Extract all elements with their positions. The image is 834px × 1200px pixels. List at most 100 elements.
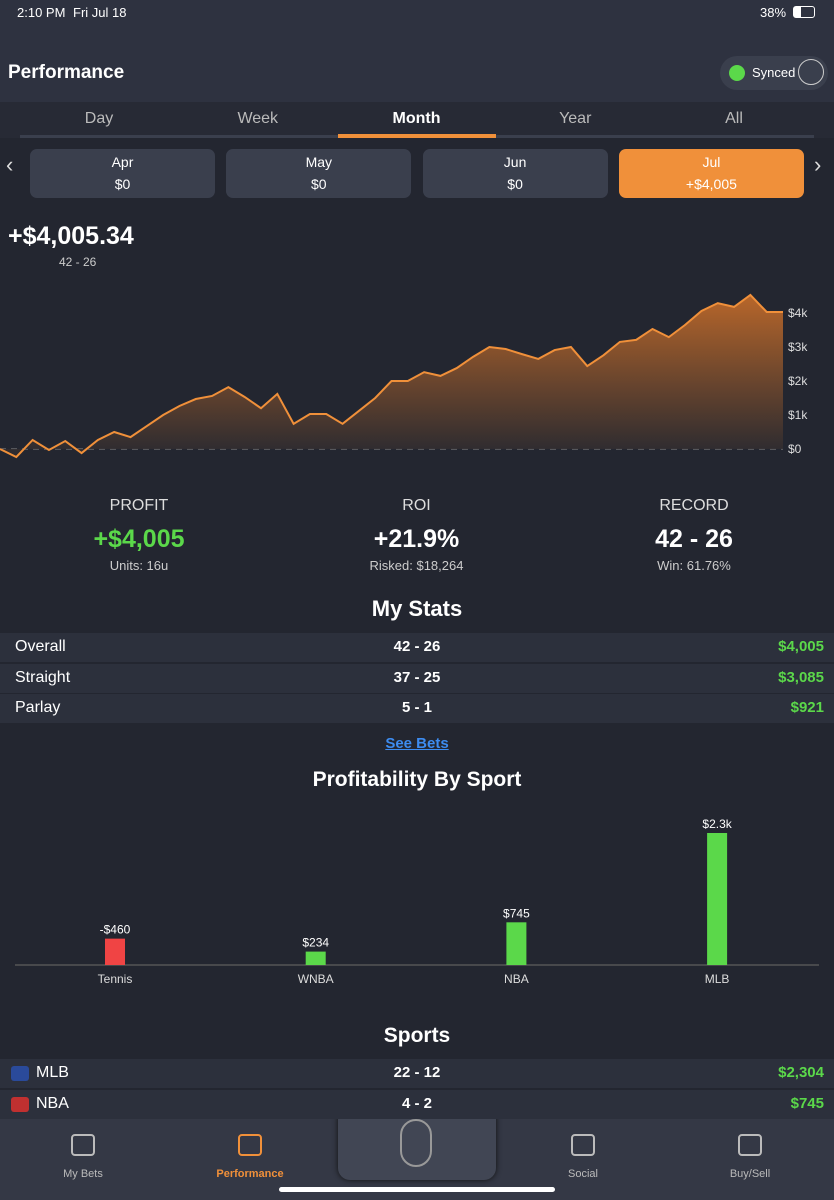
nav-label[interactable]: Performance [216, 1168, 284, 1180]
profit-chart: $0 $1k $2k $3k $4k [0, 293, 808, 459]
tab[interactable]: All [725, 110, 743, 127]
status-time: 2:10 PM [17, 5, 66, 20]
summary-sub: Units: 16u [109, 558, 169, 573]
x-tick-label: MLB [705, 972, 730, 986]
row-amount: $4,005 [778, 638, 824, 655]
status-date: Fri Jul 18 [73, 5, 127, 20]
bar-value-label: -$460 [100, 923, 131, 937]
bar-value-label: $234 [302, 936, 329, 950]
row-bg [0, 633, 834, 662]
row-amount: $2,304 [778, 1064, 824, 1081]
row-bg [0, 1059, 834, 1088]
row-amount: $3,085 [778, 668, 824, 686]
home-indicator [279, 1187, 555, 1192]
battery-level: 38% [760, 5, 787, 20]
nav-icon[interactable] [71, 1134, 95, 1156]
month-value: $0 [507, 176, 523, 192]
y-tick-label: $1k [788, 408, 808, 422]
nav-icon[interactable] [738, 1134, 762, 1156]
row-bg [0, 694, 834, 723]
sport-chart: -$460 Tennis $234 WNBA $745 NBA $2.3k MLB [15, 817, 819, 986]
avatar [798, 59, 824, 85]
top-bar [0, 0, 834, 102]
month-card[interactable] [618, 149, 804, 198]
month-label: Apr [111, 154, 134, 170]
summary-label: PROFIT [109, 497, 169, 514]
tab[interactable]: Year [559, 110, 592, 127]
bar-value-label: $745 [503, 906, 530, 920]
sync-label: Synced [752, 65, 796, 80]
tab[interactable]: Week [237, 110, 279, 127]
row-bg [0, 663, 834, 693]
month-label: Jul [702, 154, 721, 170]
bar [506, 922, 527, 965]
next-arrow[interactable]: › [814, 152, 822, 177]
month-value: $0 [311, 176, 327, 192]
profit-area [0, 294, 783, 457]
profit-line [0, 293, 783, 459]
sync-check [729, 65, 745, 81]
center-button[interactable] [338, 1107, 496, 1180]
center-logo [400, 1119, 432, 1167]
bar-value-label: $2.3k [702, 817, 732, 831]
nav-icon[interactable] [238, 1134, 262, 1156]
month-card[interactable] [30, 149, 215, 198]
row-record: 4 - 2 [401, 1094, 432, 1112]
nav-icon[interactable] [571, 1134, 595, 1156]
month-card[interactable] [226, 149, 412, 198]
y-tick-label: $4k [788, 306, 808, 320]
row-record: 37 - 25 [393, 668, 441, 686]
row-record: 5 - 1 [401, 699, 432, 716]
bar [707, 833, 728, 965]
summary-value: +$4,005 [93, 525, 185, 553]
y-tick-label: $0 [788, 442, 802, 456]
bar [305, 951, 326, 965]
page-title: Performance [8, 62, 125, 83]
total-record: 42 - 26 [59, 255, 97, 269]
bar-chart-title: Profitability By Sport [312, 768, 522, 791]
summary-label: RECORD [659, 497, 729, 514]
row-name: NBA [36, 1094, 69, 1112]
x-tick-label: NBA [504, 972, 529, 986]
tab[interactable]: Day [84, 110, 114, 127]
tab[interactable]: Month [392, 110, 441, 127]
total-profit: +$4,005.34 [8, 222, 134, 250]
row-name: MLB [36, 1064, 69, 1081]
month-value: $0 [114, 176, 131, 192]
tab-underline [337, 134, 496, 138]
x-tick-label: Tennis [98, 972, 133, 986]
prev-arrow[interactable]: ‹ [6, 152, 14, 177]
month-label: May [305, 154, 333, 170]
row-record: 42 - 26 [393, 638, 441, 655]
summary-sub: Win: 61.76% [657, 558, 731, 573]
month-card[interactable] [422, 149, 608, 198]
sport-icon [11, 1096, 29, 1112]
row-bg [0, 1089, 834, 1119]
summary-value: +21.9% [373, 525, 460, 553]
y-tick-label: $2k [788, 374, 808, 388]
month-value: +$4,005 [685, 176, 737, 192]
tab-bar [0, 102, 834, 138]
month-label: Jun [503, 154, 527, 170]
row-name: Parlay [15, 699, 61, 716]
summary-sub: Risked: $18,264 [369, 558, 464, 573]
nav-label[interactable]: Buy/Sell [729, 1168, 771, 1180]
summary-label: ROI [402, 497, 431, 514]
sport-icon [11, 1066, 29, 1081]
row-amount: $745 [790, 1094, 824, 1112]
see-bets-link[interactable]: See Bets [385, 735, 449, 752]
x-tick-label: WNBA [298, 972, 334, 986]
summary-value: 42 - 26 [655, 525, 733, 553]
row-name: Straight [15, 668, 71, 686]
nav-label[interactable]: My Bets [63, 1168, 103, 1180]
my-stats-title: My Stats [371, 596, 463, 621]
sports-title: Sports [383, 1024, 451, 1047]
bar [105, 938, 125, 965]
battery-icon [793, 6, 815, 18]
row-name: Overall [15, 638, 66, 655]
sync-badge[interactable]: Synced [720, 56, 828, 90]
y-tick-label: $3k [788, 340, 808, 354]
nav-label[interactable]: Social [568, 1168, 598, 1180]
row-amount: $921 [790, 699, 824, 716]
